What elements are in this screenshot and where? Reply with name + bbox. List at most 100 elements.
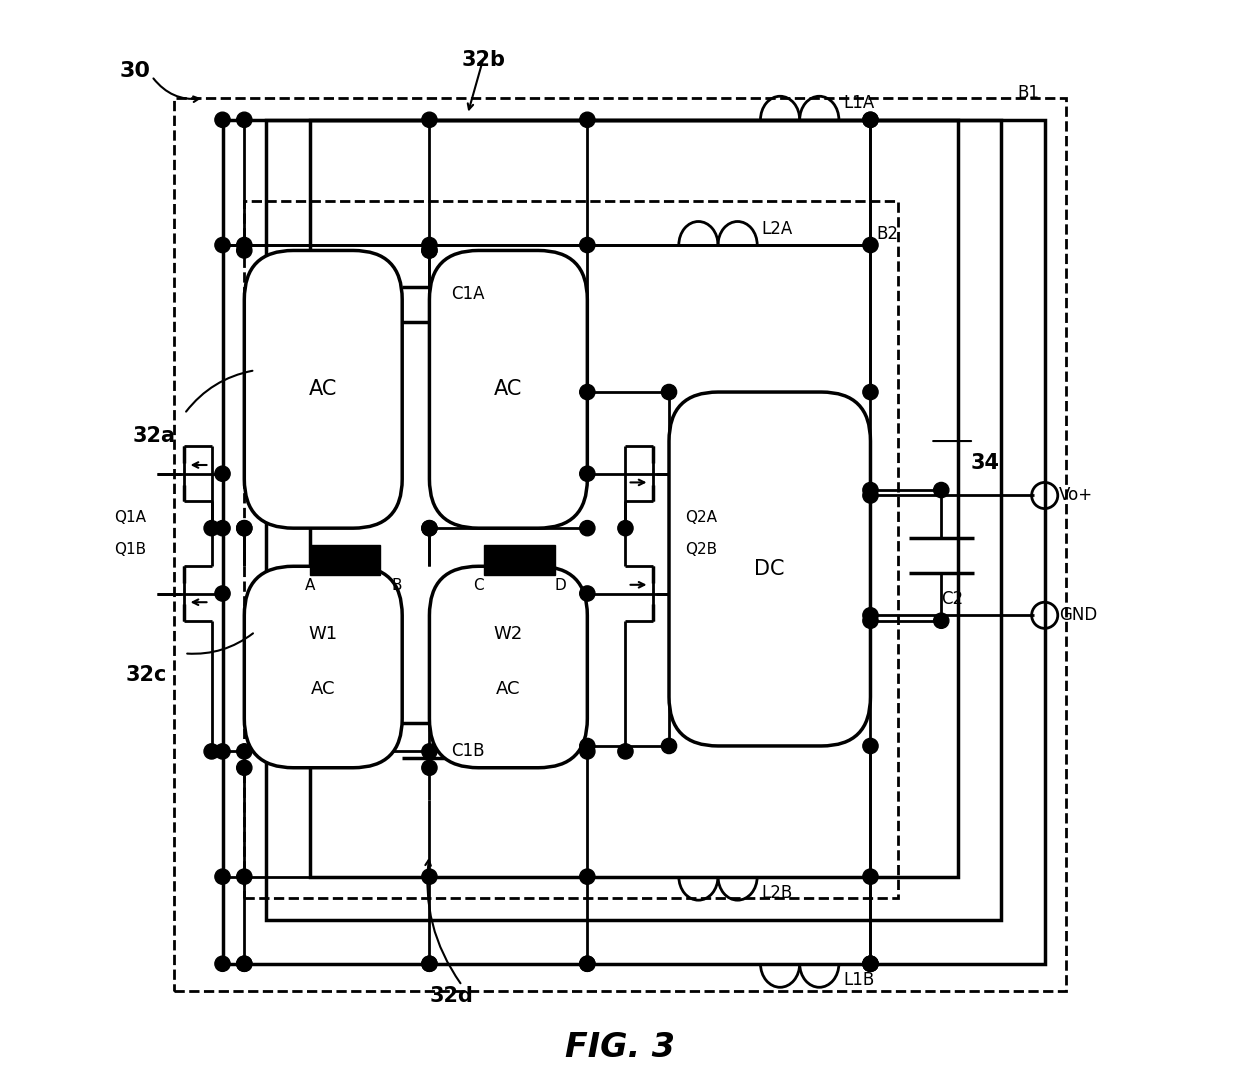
Circle shape — [215, 744, 231, 759]
Circle shape — [237, 956, 252, 971]
Text: FIG. 3: FIG. 3 — [565, 1031, 675, 1064]
Circle shape — [863, 608, 878, 623]
Circle shape — [215, 112, 231, 127]
Circle shape — [863, 488, 878, 503]
Text: DC: DC — [754, 559, 785, 579]
Text: D: D — [554, 578, 565, 594]
FancyBboxPatch shape — [429, 566, 588, 768]
Circle shape — [863, 738, 878, 754]
Circle shape — [863, 112, 878, 127]
Text: AC: AC — [311, 680, 336, 698]
Circle shape — [863, 956, 878, 971]
Circle shape — [237, 956, 252, 971]
Circle shape — [422, 760, 436, 775]
Circle shape — [205, 744, 219, 759]
Circle shape — [580, 237, 595, 253]
Circle shape — [422, 112, 436, 127]
Circle shape — [215, 586, 231, 601]
Circle shape — [580, 738, 595, 754]
Bar — [244, 201, 898, 898]
Text: AC: AC — [309, 379, 337, 400]
Bar — [174, 98, 1066, 991]
Text: A: A — [305, 578, 315, 594]
Text: 34: 34 — [971, 453, 999, 473]
Text: AC: AC — [496, 680, 521, 698]
Circle shape — [237, 521, 252, 536]
Text: AC: AC — [495, 379, 522, 400]
Circle shape — [422, 243, 436, 258]
Text: 32d: 32d — [429, 987, 474, 1006]
Circle shape — [422, 237, 436, 253]
Circle shape — [863, 112, 878, 127]
Text: C1A: C1A — [451, 285, 485, 303]
Circle shape — [934, 482, 949, 498]
Text: L1A: L1A — [843, 95, 874, 112]
Text: L2B: L2B — [761, 884, 792, 902]
Bar — [310, 120, 957, 877]
Bar — [222, 120, 1045, 964]
Text: Q1B: Q1B — [114, 542, 146, 558]
Text: 32b: 32b — [461, 50, 506, 70]
Circle shape — [618, 521, 634, 536]
Circle shape — [237, 112, 252, 127]
Circle shape — [661, 738, 677, 754]
Circle shape — [237, 760, 252, 775]
Circle shape — [580, 112, 595, 127]
Text: W1: W1 — [309, 625, 337, 644]
Text: Q1A: Q1A — [114, 510, 146, 525]
Circle shape — [422, 521, 436, 536]
Circle shape — [580, 956, 595, 971]
Circle shape — [215, 237, 231, 253]
Text: L2A: L2A — [761, 220, 792, 237]
Text: C: C — [474, 578, 484, 594]
Circle shape — [237, 521, 252, 536]
Circle shape — [863, 237, 878, 253]
Circle shape — [422, 744, 436, 759]
Circle shape — [863, 956, 878, 971]
Bar — [484, 544, 554, 575]
Circle shape — [422, 243, 436, 258]
Bar — [267, 120, 1001, 920]
FancyBboxPatch shape — [670, 392, 870, 746]
Circle shape — [422, 956, 436, 971]
Text: 32a: 32a — [133, 426, 175, 445]
Circle shape — [580, 384, 595, 400]
Circle shape — [661, 384, 677, 400]
Circle shape — [215, 466, 231, 481]
Circle shape — [580, 744, 595, 759]
Text: C2: C2 — [941, 590, 963, 608]
Text: 32c: 32c — [125, 665, 167, 685]
Circle shape — [422, 521, 436, 536]
Text: GND: GND — [1059, 607, 1097, 624]
Circle shape — [580, 521, 595, 536]
Circle shape — [422, 869, 436, 884]
Circle shape — [580, 956, 595, 971]
FancyBboxPatch shape — [244, 566, 402, 768]
Circle shape — [237, 237, 252, 253]
Circle shape — [215, 869, 231, 884]
Text: C1B: C1B — [451, 743, 485, 760]
Text: B2: B2 — [875, 225, 898, 243]
Text: 30: 30 — [120, 61, 151, 81]
Circle shape — [863, 482, 878, 498]
Circle shape — [934, 613, 949, 628]
Text: Vo+: Vo+ — [1059, 487, 1092, 504]
Bar — [310, 544, 381, 575]
Circle shape — [863, 869, 878, 884]
Circle shape — [580, 466, 595, 481]
Text: L1B: L1B — [843, 971, 874, 989]
Circle shape — [580, 869, 595, 884]
FancyBboxPatch shape — [429, 250, 588, 528]
Text: Q2A: Q2A — [686, 510, 717, 525]
Text: Q2B: Q2B — [686, 542, 718, 558]
Circle shape — [237, 869, 252, 884]
Circle shape — [580, 586, 595, 601]
Circle shape — [863, 613, 878, 628]
Circle shape — [618, 744, 634, 759]
Text: B: B — [392, 578, 402, 594]
Text: W2: W2 — [494, 625, 523, 644]
FancyBboxPatch shape — [244, 250, 402, 528]
Circle shape — [237, 744, 252, 759]
Circle shape — [215, 956, 231, 971]
Circle shape — [215, 521, 231, 536]
